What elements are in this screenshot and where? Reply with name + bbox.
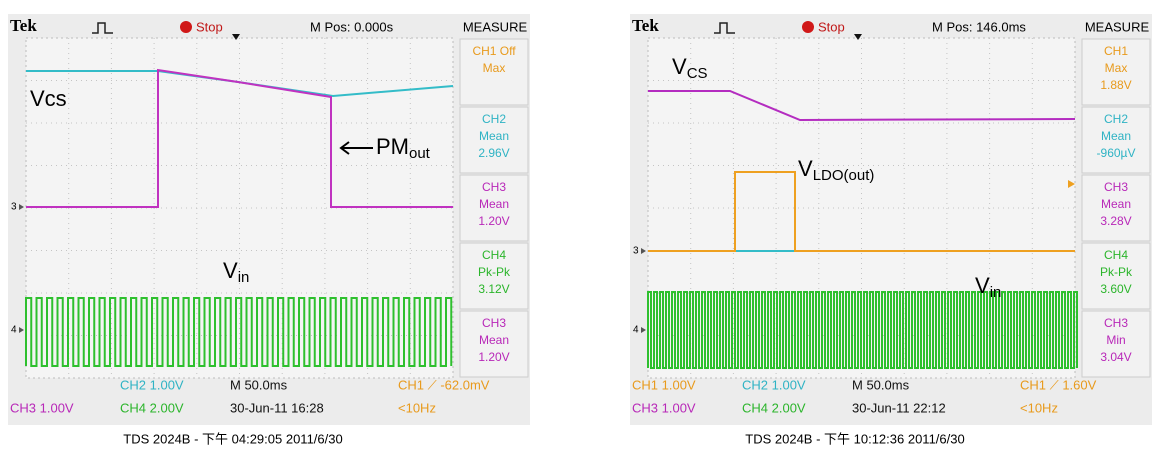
measure-line: Pk-Pk bbox=[1100, 265, 1133, 279]
status-text: CH2 1.00V bbox=[742, 377, 806, 392]
measure-line: -960µV bbox=[1097, 146, 1136, 160]
measure-line: 3.04V bbox=[1100, 350, 1131, 364]
annotation-main: V bbox=[223, 258, 238, 283]
measure-line: 3.12V bbox=[478, 282, 509, 296]
status-text: <10Hz bbox=[398, 400, 436, 415]
status-text: CH3 1.00V bbox=[632, 400, 696, 415]
brand: Tek bbox=[10, 16, 37, 35]
channel-marker: 4 bbox=[633, 325, 639, 336]
status-text: M 50.0ms bbox=[230, 377, 288, 392]
measure-line: CH4 bbox=[482, 248, 506, 262]
measure-title: MEASURE bbox=[1085, 19, 1150, 34]
measure-line: 2.96V bbox=[478, 146, 509, 160]
annotation-sub: in bbox=[990, 284, 1002, 301]
caption: TDS 2024B - 下午 10:12:36 2011/6/30 bbox=[745, 431, 964, 446]
annotation-main: V bbox=[672, 54, 687, 79]
status-text: CH4 2.00V bbox=[120, 400, 184, 415]
measure-line: CH3 bbox=[482, 180, 506, 194]
time-position: M Pos: 146.0ms bbox=[932, 19, 1026, 34]
brand: Tek bbox=[632, 16, 659, 35]
oscilloscope: Tek Stop M Pos: 0.000s MEASURE CH1 Off Max CH2… bbox=[8, 14, 530, 446]
run-state: Stop bbox=[818, 19, 845, 34]
annotation-sub: LDO(out) bbox=[813, 167, 875, 184]
measure-line: CH1 bbox=[1104, 44, 1128, 58]
measure-line: Mean bbox=[479, 197, 509, 211]
run-state: Stop bbox=[196, 19, 223, 34]
annotation-sub: in bbox=[238, 269, 250, 286]
measure-line: 1.20V bbox=[478, 214, 509, 228]
status-text: CH1 1.00V bbox=[632, 377, 696, 392]
status-text: 30-Jun-11 22:12 bbox=[852, 400, 946, 415]
stop-dot bbox=[802, 21, 814, 33]
annotation-main: Vcs bbox=[30, 86, 67, 111]
status-text: <10Hz bbox=[1020, 400, 1058, 415]
annotation-sub: out bbox=[409, 145, 431, 162]
stop-dot bbox=[180, 21, 192, 33]
measure-title: MEASURE bbox=[463, 19, 528, 34]
annotation-main: PM bbox=[376, 134, 409, 159]
status-text: 30-Jun-11 16:28 bbox=[230, 400, 324, 415]
measure-line: 3.60V bbox=[1100, 282, 1131, 296]
annotation: Vcs bbox=[30, 86, 67, 111]
annotation-sub: CS bbox=[687, 65, 708, 82]
status-text: CH2 1.00V bbox=[120, 377, 184, 392]
channel-marker: 3 bbox=[633, 246, 639, 257]
status-text: CH1 ⟋ -62.0mV bbox=[398, 377, 490, 392]
measure-line: Max bbox=[483, 61, 506, 75]
channel-marker: 3 bbox=[11, 202, 17, 213]
measure-line: 1.88V bbox=[1100, 78, 1131, 92]
measure-line: Mean bbox=[479, 333, 509, 347]
status-text: M 50.0ms bbox=[852, 377, 910, 392]
channel-marker: 4 bbox=[11, 325, 17, 336]
measure-line: Min bbox=[1106, 333, 1125, 347]
time-position: M Pos: 0.000s bbox=[310, 19, 394, 34]
measure-line: Mean bbox=[1101, 129, 1131, 143]
measure-line: CH2 bbox=[482, 112, 506, 126]
measure-line: CH4 bbox=[1104, 248, 1128, 262]
measure-line: CH3 bbox=[482, 316, 506, 330]
oscilloscope: Tek Stop M Pos: 146.0ms MEASURE CH1 Max 1.88V C… bbox=[630, 14, 1152, 446]
caption: TDS 2024B - 下午 04:29:05 2011/6/30 bbox=[123, 431, 342, 446]
annotation-main: V bbox=[798, 156, 813, 181]
status-text: CH3 1.00V bbox=[10, 400, 74, 415]
figure: Tek Stop M Pos: 0.000s MEASURE CH1 Off Max CH2… bbox=[0, 0, 1162, 449]
annotation-main: V bbox=[975, 273, 990, 298]
measure-line: 1.20V bbox=[478, 350, 509, 364]
measure-line: CH3 bbox=[1104, 180, 1128, 194]
measure-line: CH1 Off bbox=[472, 44, 516, 58]
status-text: CH4 2.00V bbox=[742, 400, 806, 415]
measure-line: CH3 bbox=[1104, 316, 1128, 330]
measure-line: CH2 bbox=[1104, 112, 1128, 126]
measure-line: 3.28V bbox=[1100, 214, 1131, 228]
measure-line: Pk-Pk bbox=[478, 265, 511, 279]
measure-line: Mean bbox=[479, 129, 509, 143]
measure-line: Mean bbox=[1101, 197, 1131, 211]
measure-line: Max bbox=[1105, 61, 1128, 75]
status-text: CH1 ⟋ 1.60V bbox=[1020, 377, 1097, 392]
